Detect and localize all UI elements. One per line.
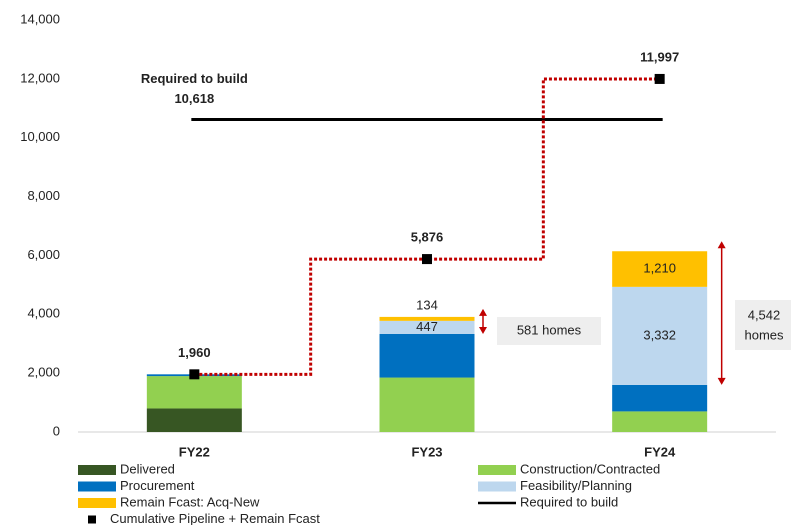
cumulative-marker <box>422 254 432 265</box>
y-tick-label: 2,000 <box>27 365 60 380</box>
bar-segment <box>612 286 708 385</box>
legend-label: Feasibility/Planning <box>520 478 632 493</box>
bar-segment <box>379 334 475 378</box>
legend-label: Construction/Contracted <box>520 461 660 476</box>
arrow-head <box>717 377 726 385</box>
bar-segment <box>379 377 475 432</box>
y-tick-label: 12,000 <box>20 70 60 85</box>
x-tick-label: FY24 <box>644 444 676 459</box>
legend-swatch <box>478 465 516 475</box>
legend-swatch <box>78 498 116 508</box>
data-label: 447 <box>416 319 438 334</box>
bar-segment <box>612 384 708 412</box>
legend-swatch <box>478 481 516 492</box>
bar-segment <box>146 408 242 432</box>
reference-label: Required to build <box>141 71 248 86</box>
legend-swatch <box>88 515 96 524</box>
x-tick-label: FY23 <box>411 444 442 459</box>
arrow-head <box>717 241 726 249</box>
legend-label: Remain Fcast: Acq-New <box>120 494 260 509</box>
bar-segment <box>612 411 708 432</box>
legend-swatch <box>78 481 116 492</box>
y-tick-label: 14,000 <box>20 11 60 26</box>
y-tick-label: 6,000 <box>27 247 60 262</box>
annotation-box <box>735 300 791 350</box>
cumulative-label: 5,876 <box>411 230 444 245</box>
legend-label: Procurement <box>120 478 195 493</box>
reference-value: 10,618 <box>174 91 214 106</box>
annotation: 4,542 <box>748 307 781 322</box>
arrow-head <box>479 308 487 316</box>
y-tick-label: 0 <box>53 423 60 438</box>
y-tick-label: 4,000 <box>27 306 60 321</box>
legend-label: Cumulative Pipeline + Remain Fcast <box>110 511 320 525</box>
bar-segment <box>379 320 475 335</box>
x-tick-label: FY22 <box>179 444 210 459</box>
cumulative-marker <box>654 73 665 84</box>
legend-swatch <box>78 465 116 475</box>
y-tick-label: 10,000 <box>20 129 60 144</box>
bar-segment <box>379 316 475 321</box>
data-label: 1,210 <box>643 260 676 275</box>
bar-segment <box>612 251 708 287</box>
bar-segment <box>146 376 242 409</box>
y-tick-label: 8,000 <box>27 188 60 203</box>
annotation: homes <box>744 327 784 342</box>
data-label: 134 <box>416 297 438 312</box>
annotation-box <box>497 317 601 345</box>
cumulative-marker <box>189 369 200 380</box>
annotation: 581 homes <box>517 322 582 337</box>
data-label: 3,332 <box>643 327 676 342</box>
cumulative-label: 11,997 <box>640 49 679 64</box>
cumulative-label: 1,960 <box>178 345 211 360</box>
legend-label: Delivered <box>120 461 175 476</box>
legend-label: Required to build <box>520 494 618 509</box>
arrow-head <box>479 327 487 335</box>
